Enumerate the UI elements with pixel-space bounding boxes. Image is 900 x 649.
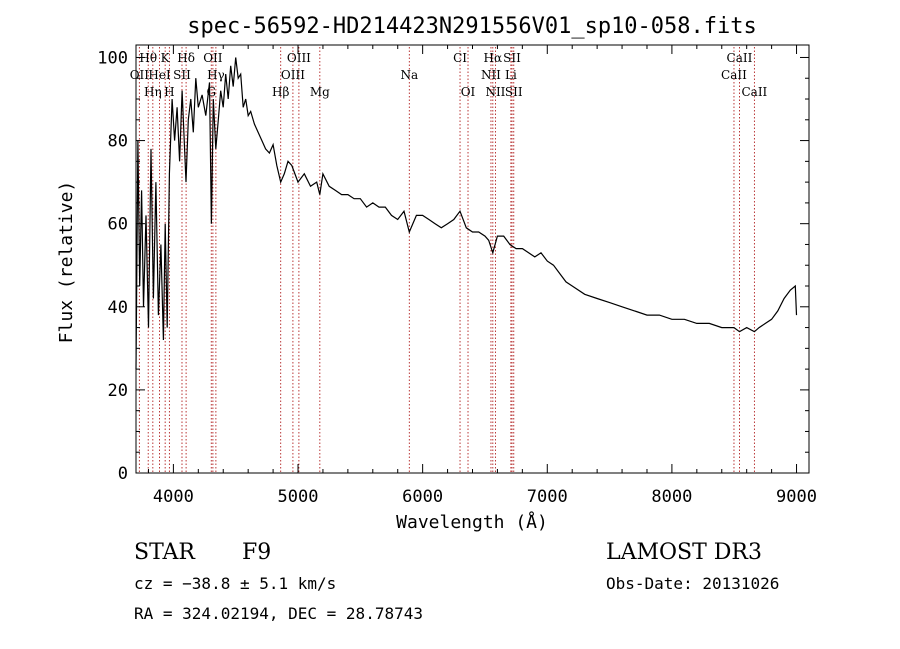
line-label: H	[164, 85, 174, 99]
plot-frame	[135, 44, 810, 474]
line-label: Hη	[144, 85, 162, 99]
line-label: HeI	[148, 68, 171, 82]
y-tick-label: 80	[108, 132, 128, 152]
y-axis-label: Flux (relative)	[56, 181, 77, 344]
spectral-line-markers	[138, 47, 755, 473]
line-label: K	[161, 51, 171, 65]
x-tick-label: 9000	[776, 487, 817, 507]
line-label: Hγ	[207, 68, 225, 82]
line-label: Hα	[484, 51, 503, 65]
y-tick-label: 20	[108, 381, 128, 401]
ra-dec-coordinates: RA = 324.02194, DEC = 28.78743	[134, 604, 423, 623]
object-class: STAR	[134, 540, 195, 565]
observation-date: Obs-Date: 20131026	[606, 574, 780, 593]
survey-name: LAMOST DR3	[606, 540, 762, 565]
y-tick-label: 60	[108, 215, 128, 235]
line-label: Mg	[310, 85, 330, 99]
line-label: Li	[505, 68, 517, 82]
x-axis-label: Wavelength (Å)	[396, 511, 548, 533]
x-tick-label: 5000	[278, 487, 319, 507]
x-tick-label: 7000	[527, 487, 568, 507]
x-tick-label: 4000	[153, 487, 194, 507]
line-label: G	[206, 85, 216, 99]
line-label: OIII	[281, 68, 305, 82]
line-label: Hθ	[139, 51, 157, 65]
line-label: CaII	[741, 85, 767, 99]
x-tick-label: 6000	[402, 487, 443, 507]
spectrum-line	[135, 57, 798, 370]
line-label: CaII	[727, 51, 753, 65]
object-subclass: F9	[242, 540, 272, 565]
y-axis-ticks: 0 20 40 60 80 100	[97, 48, 809, 484]
line-label: Hβ	[272, 85, 289, 99]
y-tick-label: 100	[97, 48, 128, 68]
line-label: SII	[503, 51, 521, 65]
line-label: OI	[461, 85, 476, 99]
y-tick-label: 40	[108, 298, 128, 318]
y-tick-label: 0	[118, 464, 128, 484]
line-label: SII	[173, 68, 191, 82]
line-label: CI	[453, 51, 467, 65]
chart-title: spec-56592-HD214423N291556V01_sp10-058.f…	[187, 14, 757, 39]
x-axis-ticks: 4000 5000 6000 7000 8000 9000	[147, 45, 817, 507]
line-label: Na	[400, 68, 418, 82]
redshift-velocity: cz = −38.8 ± 5.1 km/s	[134, 574, 337, 593]
x-tick-label: 8000	[651, 487, 692, 507]
line-label: NII	[485, 85, 505, 99]
line-label: NII	[481, 68, 501, 82]
line-label: OII	[130, 68, 150, 82]
line-label: OII	[203, 51, 223, 65]
line-label: OIII	[287, 51, 311, 65]
line-label: SII	[505, 85, 523, 99]
line-label: CaII	[721, 68, 747, 82]
line-label: Hδ	[177, 51, 195, 65]
